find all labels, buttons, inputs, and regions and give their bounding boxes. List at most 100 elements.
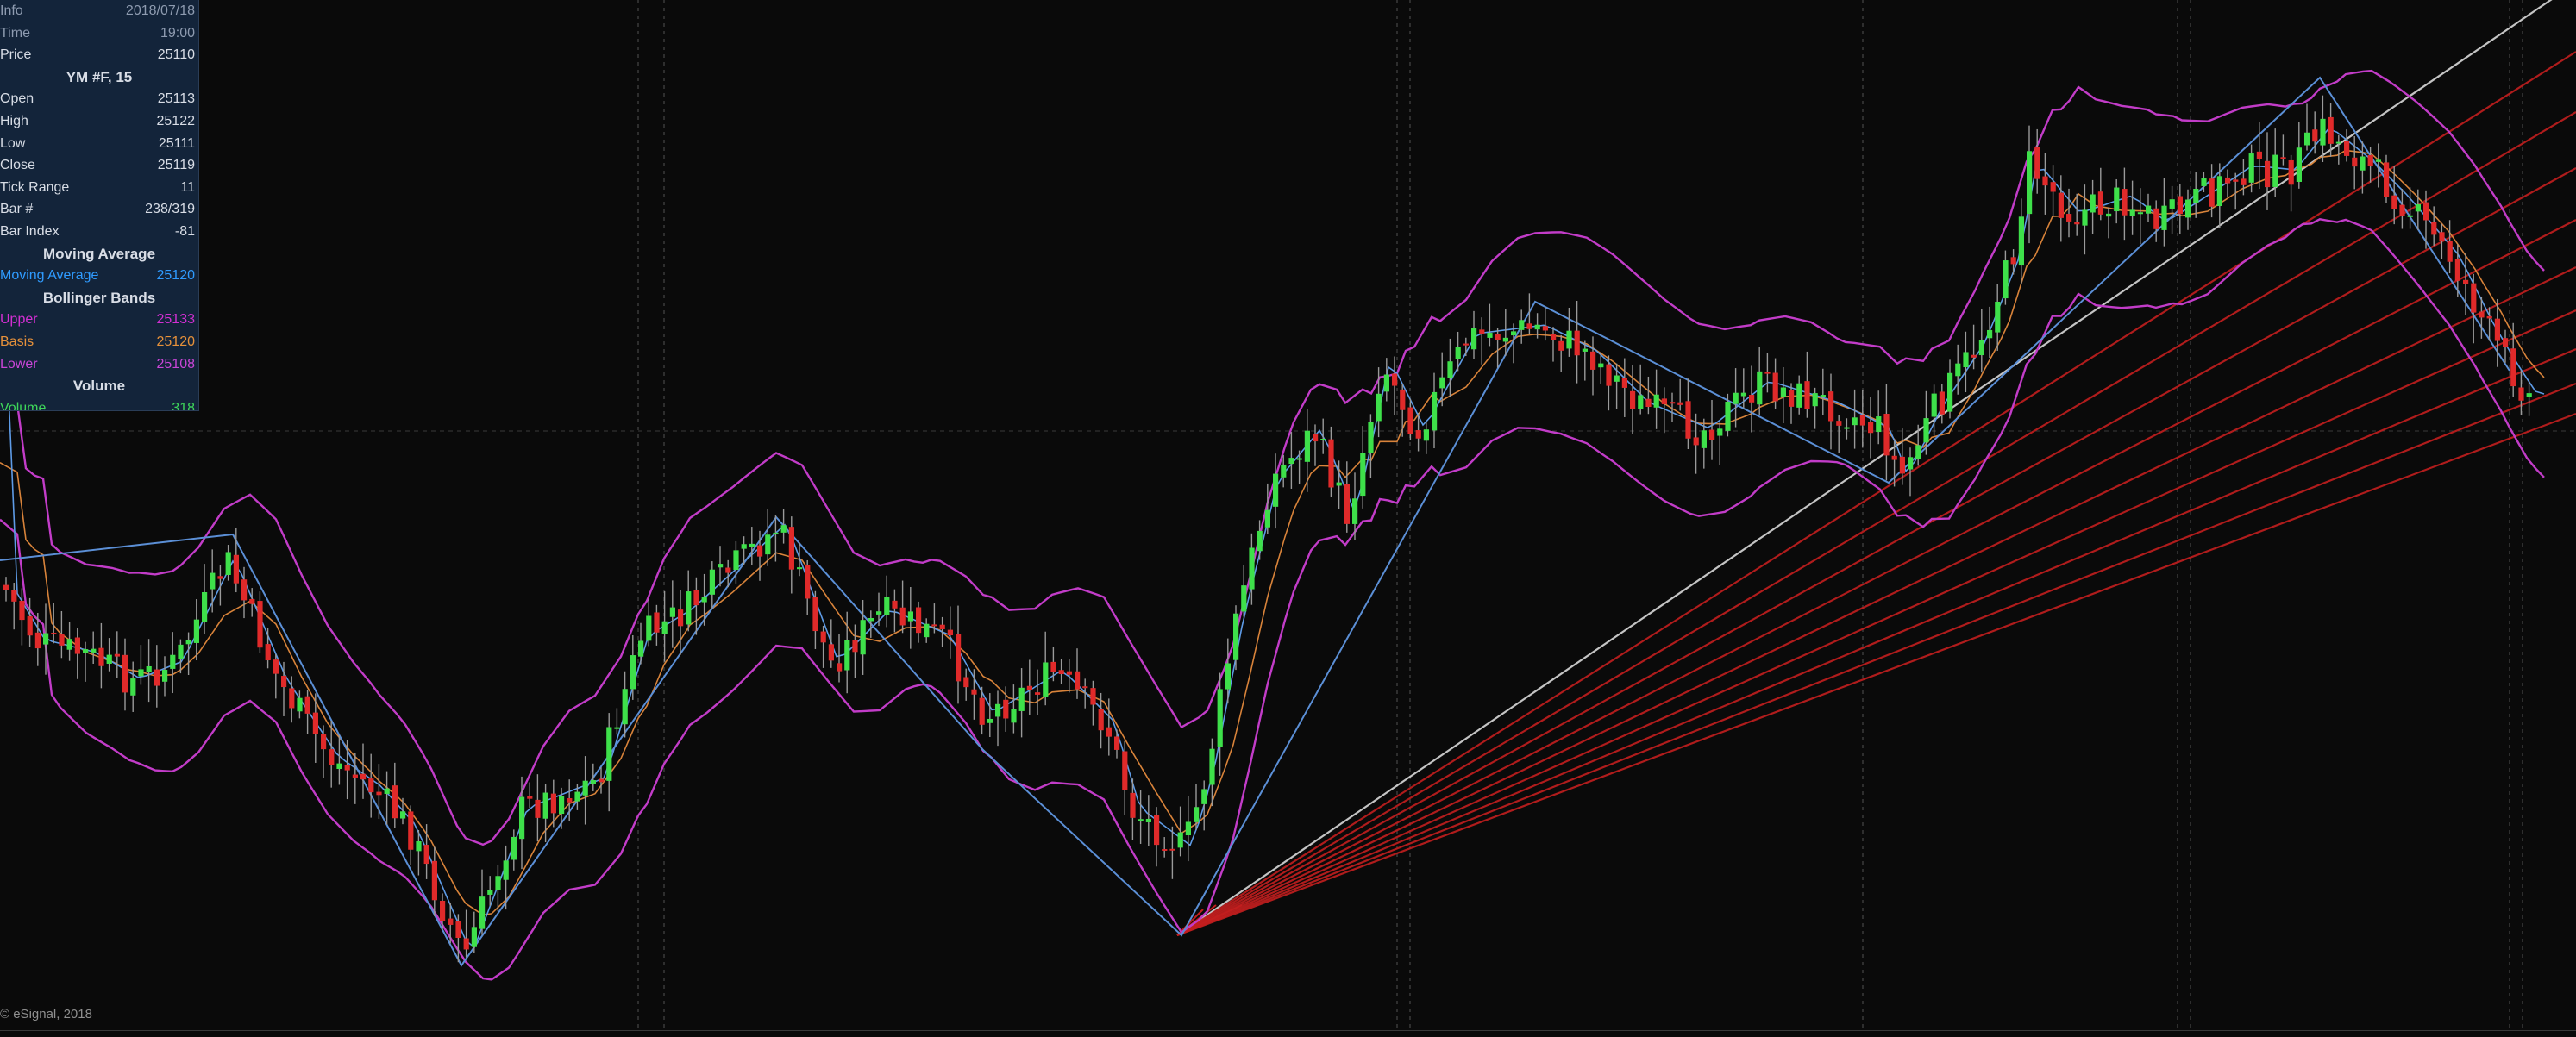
bullish-candle: [1233, 613, 1239, 660]
bearish-candle: [1344, 484, 1350, 524]
bullish-candle: [1923, 418, 1929, 443]
info-label: Info: [0, 3, 23, 18]
moving-average-heading: Moving Average: [42, 245, 156, 262]
bearish-candle: [1551, 334, 1557, 340]
bearish-candle: [1058, 670, 1064, 675]
bearish-candle: [98, 647, 104, 666]
bollinger-upper-band: [0, 69, 2545, 846]
bearish-candle: [1661, 398, 1667, 405]
bearish-candle: [2225, 177, 2231, 184]
bullish-candle: [1757, 371, 1763, 405]
bullish-candle: [606, 727, 612, 781]
bearish-candle: [2241, 178, 2247, 185]
bullish-candle: [1194, 807, 1200, 822]
bearish-candle: [122, 654, 128, 693]
bullish-candle: [146, 665, 152, 672]
gann-fan-line: [1176, 219, 2576, 936]
bearish-candle: [1003, 699, 1009, 719]
bearish-candle: [2399, 204, 2405, 216]
bullish-candle: [1701, 430, 1707, 448]
bearish-candle: [1415, 430, 1421, 439]
bearish-candle: [1859, 415, 1865, 426]
bullish-candle: [91, 648, 97, 653]
bearish-candle: [217, 576, 223, 579]
bearish-candle: [59, 634, 65, 646]
bullish-candle: [495, 876, 501, 890]
bearish-candle: [2423, 202, 2429, 221]
symbol-heading: YM #F, 15: [66, 68, 133, 85]
copyright-notice: © eSignal, 2018: [0, 1007, 92, 1021]
open-label: Open: [0, 91, 34, 107]
bullish-candle: [1447, 361, 1453, 378]
bullish-candle: [2137, 212, 2143, 215]
bearish-candle: [527, 796, 533, 799]
bullish-candle: [2248, 153, 2254, 183]
bullish-candle: [1614, 375, 1620, 382]
bullish-candle: [1368, 422, 1374, 453]
price-value: 25110: [157, 47, 195, 63]
bearish-candle: [455, 921, 461, 938]
bullish-candle: [733, 550, 739, 571]
close-label: Close: [0, 158, 35, 173]
bearish-candle: [289, 688, 295, 709]
bearish-candle: [1574, 330, 1580, 356]
bullish-candle: [1352, 498, 1358, 524]
lower-value: 25108: [156, 356, 196, 372]
bearish-candle: [329, 749, 335, 765]
bullish-candle: [924, 623, 930, 638]
gann-fan-line: [1176, 412, 2576, 937]
bearish-candle: [3, 584, 9, 590]
bearish-candle: [1122, 751, 1128, 790]
bullish-candle: [1264, 509, 1270, 528]
bearish-candle: [11, 590, 17, 602]
bearish-candle: [805, 565, 811, 599]
bullish-candle: [669, 607, 675, 617]
bullish-candle: [780, 525, 787, 533]
bullish-candle: [1439, 377, 1445, 389]
bullish-candle: [2027, 151, 2033, 215]
gann-fan-line: [1176, 266, 2576, 936]
bearish-candle: [1804, 381, 1810, 409]
bullish-candle: [210, 572, 216, 590]
bullish-candle: [1995, 301, 2001, 333]
bearish-candle: [2454, 259, 2460, 281]
bearish-candle: [1130, 792, 1136, 818]
bearish-candle: [1154, 815, 1160, 846]
info-row-high: High 25122: [0, 110, 198, 133]
bearish-candle: [51, 632, 57, 634]
gann-fan-line: [1176, 904, 1243, 936]
bullish-candle: [773, 532, 779, 534]
bearish-candle: [1939, 391, 1945, 415]
bullish-candle: [2272, 154, 2278, 187]
bullish-candle: [1177, 832, 1183, 848]
bearish-candle: [788, 527, 794, 570]
bullish-candle: [749, 543, 755, 547]
bearish-candle: [2384, 162, 2390, 197]
bullish-candle: [400, 811, 406, 819]
bullish-candle: [1566, 330, 1572, 349]
high-value: 25122: [156, 113, 196, 128]
bearish-candle: [154, 669, 160, 686]
bearish-candle: [567, 798, 573, 803]
low-value: 25111: [158, 135, 195, 151]
bearish-candle: [273, 659, 279, 674]
bullish-candle: [2375, 159, 2381, 162]
tick-range-label: Tick Range: [0, 179, 70, 195]
bullish-candle: [416, 840, 422, 852]
upper-label: Upper: [0, 312, 38, 328]
bullish-candle: [2193, 188, 2199, 203]
bearish-candle: [233, 554, 239, 584]
bearish-candle: [2352, 157, 2358, 167]
bullish-candle: [1740, 392, 1746, 397]
bearish-candle: [1645, 398, 1652, 407]
bullish-candle: [1487, 333, 1493, 338]
gann-fan-line: [1176, 51, 2576, 936]
bullish-candle: [1018, 687, 1025, 711]
bullish-candle: [1502, 337, 1508, 342]
bearish-candle: [1082, 686, 1088, 689]
bearish-candle: [654, 612, 660, 633]
volume-label: Volume: [0, 400, 47, 411]
bullish-candle: [83, 649, 89, 653]
